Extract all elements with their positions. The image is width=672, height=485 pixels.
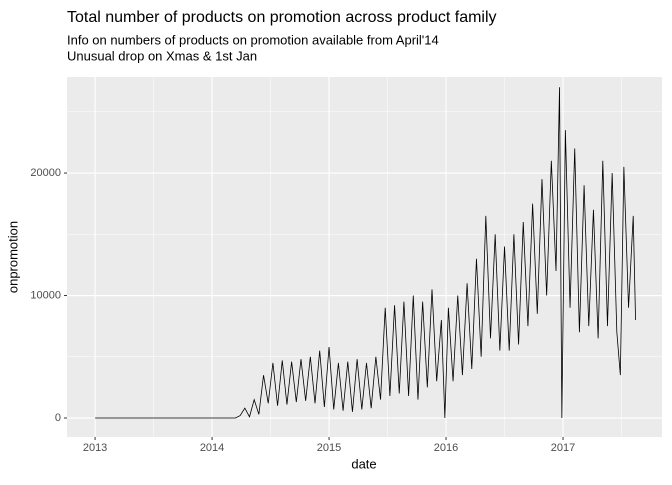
x-tick-label: 2016 xyxy=(434,442,458,454)
x-tick-label: 2014 xyxy=(200,442,224,454)
chart-subtitle: Unusual drop on Xmas & 1st Jan xyxy=(67,48,257,63)
y-tick-label: 0 xyxy=(55,412,61,424)
x-tick-label: 2017 xyxy=(551,442,575,454)
chart-subtitle: Info on numbers of products on promotion… xyxy=(67,32,439,47)
x-axis-label: date xyxy=(351,456,376,471)
x-tick-label: 2015 xyxy=(317,442,341,454)
y-tick-label: 20000 xyxy=(30,167,61,179)
data-line xyxy=(95,87,636,419)
x-tick-label: 2013 xyxy=(83,442,107,454)
y-tick-label: 10000 xyxy=(30,289,61,301)
y-axis-label: onpromotion xyxy=(5,221,20,293)
chart-title: Total number of products on promotion ac… xyxy=(67,9,497,26)
